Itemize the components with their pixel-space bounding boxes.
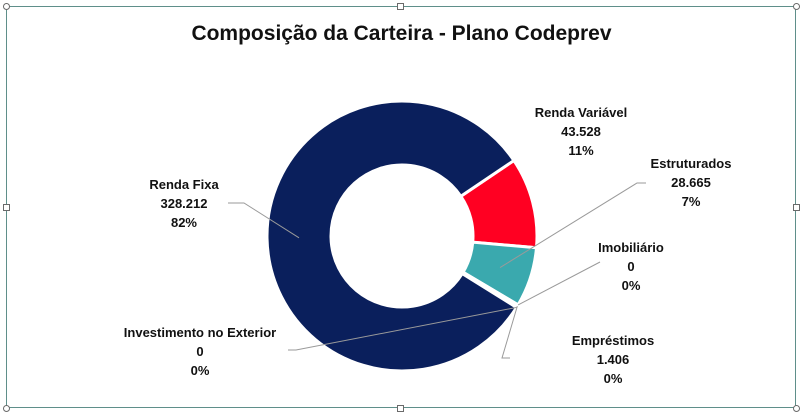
resize-handle-top-right[interactable]: [793, 3, 800, 10]
slice-value: 0: [196, 344, 204, 359]
leader-line-emprestimos: [501, 306, 518, 359]
slice-value: 328.212: [160, 196, 208, 211]
resize-handle-bottom-right[interactable]: [793, 405, 800, 412]
data-label-emprestimos: Empréstimos 1.406 0%: [572, 331, 654, 388]
data-label-investimento-no-exterior: Investimento no Exterior 0 0%: [124, 323, 276, 380]
slice-name: Renda Variável: [534, 105, 628, 120]
resize-handle-top-left[interactable]: [3, 3, 10, 10]
data-label-renda-variavel: Renda Variável 43.528 11%: [535, 103, 628, 160]
slice-name: Renda Fixa: [149, 177, 219, 192]
slice-percent: 0%: [190, 363, 210, 378]
slice-value: 43.528: [561, 124, 601, 139]
resize-handle-bottom-left[interactable]: [3, 405, 10, 412]
slice-value: 1.406: [596, 352, 630, 367]
leader-line-renda-fixa: [228, 202, 300, 239]
resize-handle-right[interactable]: [793, 204, 800, 211]
data-label-imobiliario: Imobiliário 0 0%: [598, 238, 664, 295]
slice-name: Empréstimos: [571, 333, 655, 348]
slice-value: 0: [627, 259, 635, 274]
slice-percent: 0%: [603, 371, 623, 386]
slice-value: 28.665: [671, 175, 711, 190]
slice-renda-fixa: [265, 99, 519, 373]
leader-line-estruturados: [499, 182, 646, 268]
slice-percent: 7%: [681, 194, 701, 209]
slice-percent: 82%: [170, 215, 198, 230]
leader-line-investimento-no-exterior: [288, 306, 517, 351]
resize-handle-bottom[interactable]: [397, 405, 404, 412]
chart-title: Composição da Carteira - Plano Codeprev: [191, 22, 612, 45]
leader-line-imobiliario: [517, 261, 601, 306]
resize-handle-left[interactable]: [3, 204, 10, 211]
resize-handle-top[interactable]: [397, 3, 404, 10]
slice-name: Estruturados: [650, 156, 732, 171]
data-label-renda-fixa: Renda Fixa 328.212 82%: [149, 175, 218, 232]
slice-name: Investimento no Exterior: [123, 325, 277, 340]
slice-name: Imobiliário: [598, 240, 664, 255]
data-label-estruturados: Estruturados 28.665 7%: [651, 154, 732, 211]
slice-percent: 0%: [621, 278, 641, 293]
slice-percent: 11%: [568, 143, 594, 158]
